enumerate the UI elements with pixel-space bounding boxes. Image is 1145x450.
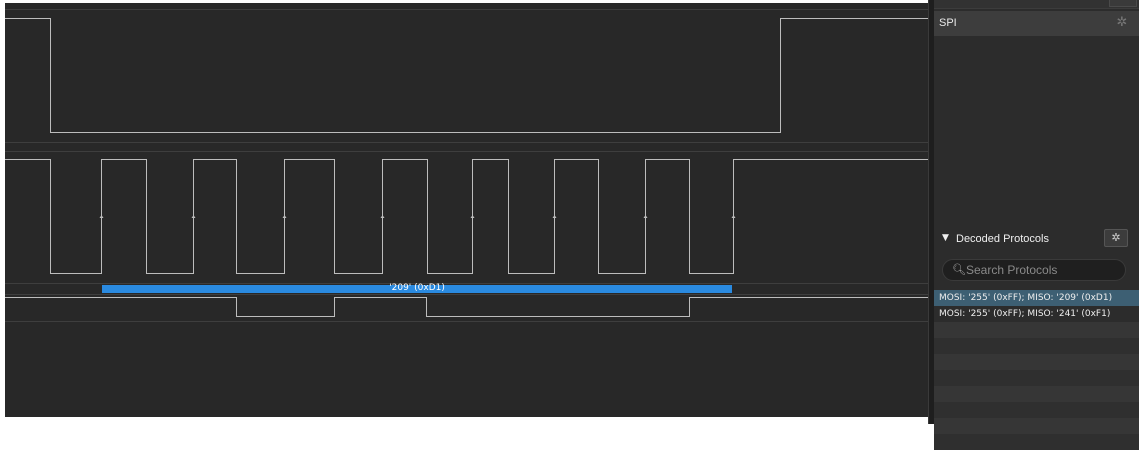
gear-icon[interactable]: ✲: [1104, 229, 1128, 247]
clock-trace[interactable]: [5, 159, 928, 274]
list-item[interactable]: MOSI: '255' (0xFF); MISO: '209' (0xD1): [934, 290, 1139, 306]
decoded-protocols-title: Decoded Protocols: [956, 233, 1049, 245]
empty-list-row: [934, 402, 1139, 418]
channel-separators: [5, 9, 928, 322]
sample-marker: [99, 215, 104, 218]
list-item[interactable]: MOSI: '255' (0xFF); MISO: '241' (0xF1): [939, 309, 1111, 319]
gear-icon[interactable]: ✲: [1116, 15, 1128, 30]
sample-marker: [282, 215, 287, 218]
analyzer-item-label: SPI: [939, 17, 957, 29]
clock-sample-markers: [99, 215, 736, 218]
sample-marker: [552, 215, 557, 218]
panel-splitter[interactable]: [928, 0, 935, 424]
data-trace[interactable]: [5, 297, 928, 317]
sample-marker: [191, 215, 196, 218]
search-protocols-field[interactable]: 🔍︎: [942, 259, 1126, 281]
sample-marker: [470, 215, 475, 218]
waveform-canvas[interactable]: [5, 3, 928, 417]
sample-marker: [643, 215, 648, 218]
empty-list-row: [934, 434, 1139, 450]
sample-marker: [380, 215, 385, 218]
window-edge: [1139, 0, 1145, 424]
triangle-down-icon[interactable]: ▼: [942, 233, 949, 243]
analyzers-header: [934, 0, 1139, 9]
empty-list-row: [934, 338, 1139, 354]
empty-list-row: [934, 354, 1139, 370]
enable-trace[interactable]: [5, 18, 928, 133]
waveform-view[interactable]: '209' (0xD1): [5, 3, 928, 417]
empty-list-row: [934, 370, 1139, 386]
search-icon: 🔍︎: [952, 263, 966, 276]
empty-list-row: [934, 386, 1139, 402]
empty-list-row: [934, 418, 1139, 434]
analyzer-item-spi[interactable]: SPI ✲: [934, 11, 1139, 36]
right-sidebar: SPI ✲ ▼ Decoded Protocols ✲ 🔍︎ MOSI: '25…: [934, 0, 1139, 450]
decoded-frame-bubble[interactable]: [102, 285, 732, 293]
sample-marker: [731, 215, 736, 218]
search-input[interactable]: [966, 261, 1116, 279]
decoded-protocols-header[interactable]: ▼ Decoded Protocols ✲: [934, 226, 1139, 250]
analyzers-header-button[interactable]: [1109, 0, 1137, 7]
decoded-results-list: MOSI: '255' (0xFF); MISO: '209' (0xD1) M…: [934, 290, 1139, 450]
empty-list-row: [934, 322, 1139, 338]
